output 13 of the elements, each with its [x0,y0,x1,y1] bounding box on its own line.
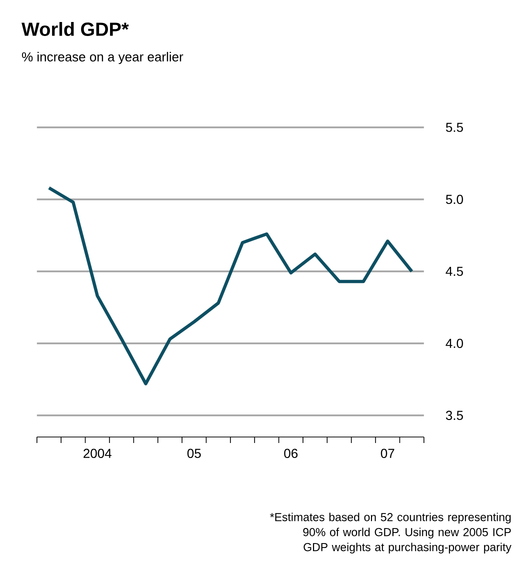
y-tick-label: 5.5 [446,122,463,132]
chart-title: World GDP* [22,22,129,36]
line-series [47,186,414,386]
y-tick-label: 5.0 [446,194,464,204]
y-tick-label: 4.5 [446,266,463,276]
x-tick-label: 06 [284,448,298,458]
x-tick-label: 2004 [84,448,112,458]
chart-subtitle: % increase on a year earlier [22,52,184,64]
x-tick-label: 05 [187,448,201,458]
text: *Estimates based on 52 countries representing 90% of world GDP. Using new 2005 ICP GDP weights at purchasing-power parity [270,512,512,554]
x-tick-label: 07 [380,448,394,458]
y-tick-label: 3.5 [446,410,463,420]
y-tick-label: 4.0 [446,338,464,348]
